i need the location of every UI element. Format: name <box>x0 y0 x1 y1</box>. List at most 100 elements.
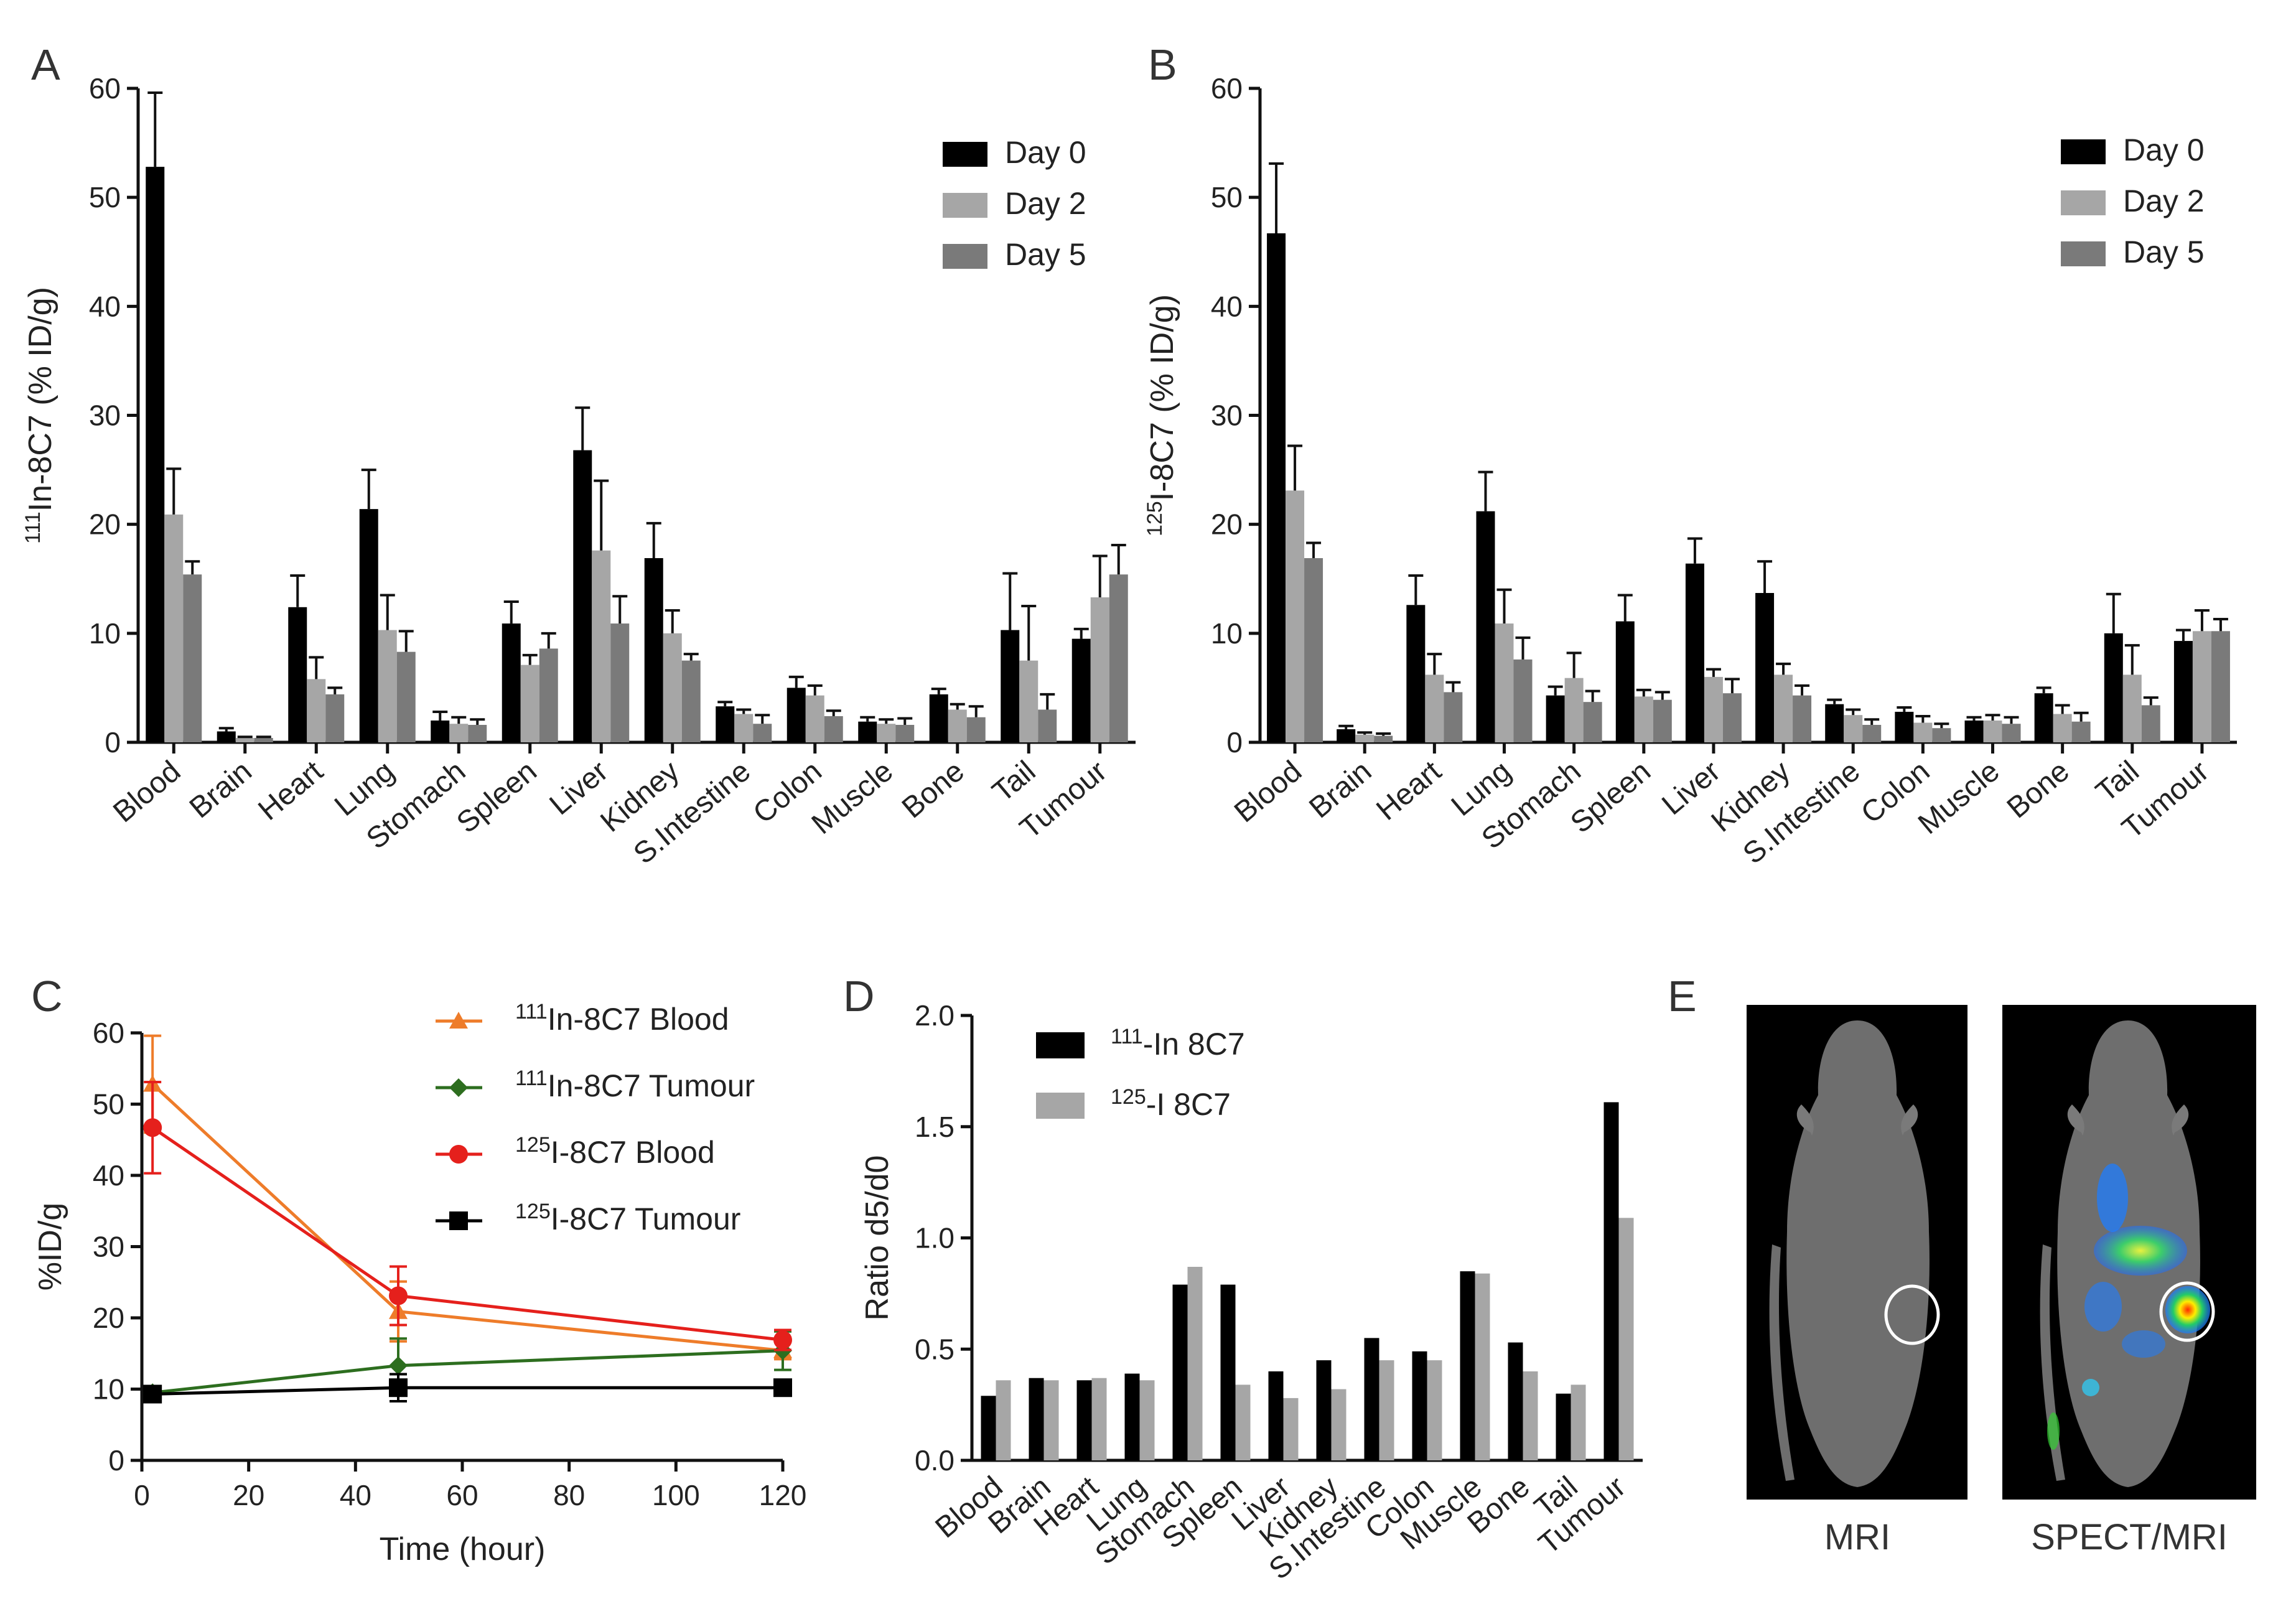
bar-111-in-8c7-bone <box>1508 1342 1523 1460</box>
legend-sup: 125 <box>1111 1085 1146 1109</box>
legend-label-day-0: Day 0 <box>2123 133 2205 167</box>
y-axis-label-sup: 125 <box>1143 501 1167 536</box>
y-tick-label: 1.5 <box>915 1111 954 1143</box>
bar-111-in-8c7-muscle <box>1460 1271 1475 1460</box>
legend-label-125-i-8c7-blood: 125I-8C7 Blood <box>515 1133 715 1170</box>
x-tick-label-brain: Brain <box>184 755 258 825</box>
bar-day-5-liver <box>1722 693 1742 742</box>
legend-text: -In 8C7 <box>1143 1027 1245 1062</box>
legend-swatch-day-0 <box>2061 139 2106 164</box>
bar-day-5-tumour <box>1109 574 1128 742</box>
bar-125-i-8c7-blood <box>996 1380 1011 1460</box>
y-tick-label: 0 <box>108 1444 124 1477</box>
bar-day-0-spleen <box>1615 621 1635 742</box>
legend-text: I-8C7 Tumour <box>551 1202 741 1236</box>
bar-111-in-8c7-tail <box>1556 1393 1571 1460</box>
bar-day-0-tumour <box>2173 641 2193 742</box>
bar-day-0-bone <box>2034 693 2053 742</box>
y-tick-label: 0.5 <box>915 1333 954 1365</box>
point-125-i-8c7-tumour <box>389 1378 408 1398</box>
bar-day-2-kidney <box>663 633 682 742</box>
bar-day-5-spleen <box>539 648 558 742</box>
panel-letter-b: B <box>1148 40 1177 89</box>
legend-label-day-5: Day 5 <box>1005 237 1086 272</box>
x-axis-label: Time (hour) <box>380 1531 546 1567</box>
bar-day-2-spleen <box>1634 696 1653 742</box>
y-tick-label: 10 <box>93 1373 124 1406</box>
bar-125-i-8c7-liver <box>1283 1398 1299 1460</box>
x-tick-label: 100 <box>652 1479 700 1511</box>
x-tick-label-heart: Heart <box>1370 755 1447 827</box>
y-tick-label: 50 <box>89 181 121 213</box>
mouse-tail <box>1769 1244 1795 1481</box>
bar-111-in-8c7-tumour <box>1603 1102 1619 1460</box>
y-axis-label-main: In-8C7 (% ID/g) <box>22 287 58 511</box>
bar-day-0-s-intestine <box>716 706 735 742</box>
y-tick-label: 20 <box>89 508 121 541</box>
x-tick-label: 60 <box>446 1479 478 1511</box>
liver-uptake <box>2094 1226 2187 1276</box>
bar-day-5-muscle <box>895 724 915 742</box>
bar-day-0-s-intestine <box>1825 704 1844 742</box>
y-tick-label: 40 <box>89 290 121 322</box>
y-axis-label: 111In-8C7 (% ID/g) <box>21 287 58 544</box>
bar-day-0-liver <box>1685 563 1704 742</box>
bar-day-0-heart <box>1406 605 1426 742</box>
bar-day-0-brain <box>217 731 236 742</box>
bar-day-2-blood <box>164 514 184 742</box>
y-tick-label: 30 <box>89 399 121 432</box>
bar-day-2-s-intestine <box>1844 715 1863 742</box>
bar-125-i-8c7-brain <box>1043 1380 1059 1460</box>
y-tick-label: 1.0 <box>915 1222 954 1254</box>
legend-label-day-2: Day 2 <box>1005 186 1086 221</box>
legend-marker-111-in-8c7-blood <box>449 1012 468 1029</box>
y-tick-label: 30 <box>93 1231 124 1263</box>
bar-day-0-heart <box>288 607 307 742</box>
series-line-125-i-8c7-tumour <box>152 1386 783 1396</box>
y-tick-label: 60 <box>1211 72 1243 105</box>
x-tick-label-blood: Blood <box>1228 755 1308 829</box>
bar-day-5-heart <box>325 694 345 742</box>
legend-swatch-day-2 <box>943 193 987 218</box>
bar-day-2-tumour <box>2192 631 2211 742</box>
x-tick-label-muscle: Muscle <box>1912 755 2006 841</box>
y-axis-label: Ratio d5/d0 <box>859 1155 895 1321</box>
bar-day-5-stomach <box>1583 702 1602 742</box>
chart-b-biodistribution-125i: 0 10 20 30 40 50 60 125I-8C7 (% ID/g) BloodBrain… <box>1143 72 2237 870</box>
bar-day-2-blood <box>1286 490 1305 742</box>
bar-day-2-heart <box>307 679 326 742</box>
bar-day-0-tumour <box>1071 638 1091 742</box>
bar-day-2-brain <box>1355 734 1375 742</box>
bar-day-5-colon <box>824 716 843 742</box>
x-tick-label-heart: Heart <box>252 755 329 827</box>
legend-swatch-day-0 <box>943 142 987 167</box>
bar-day-2-colon <box>805 695 824 742</box>
legend-sup: 111 <box>515 1000 548 1024</box>
legend-label-day-5: Day 5 <box>2123 235 2205 269</box>
bar-125-i-8c7-bone <box>1523 1371 1538 1460</box>
x-tick-label: 120 <box>759 1479 807 1511</box>
bar-day-5-brain <box>1374 735 1393 742</box>
bar-day-2-tail <box>2122 674 2142 742</box>
bar-day-0-kidney <box>644 558 663 742</box>
bar-day-5-s-intestine <box>1862 724 1882 742</box>
bar-day-2-s-intestine <box>734 714 754 742</box>
bar-125-i-8c7-kidney <box>1331 1389 1347 1460</box>
y-tick-label: 40 <box>93 1159 124 1192</box>
bar-day-5-brain <box>254 737 273 742</box>
legend-sup: 125 <box>515 1200 551 1223</box>
bar-day-2-bone <box>948 709 967 742</box>
bar-111-in-8c7-lung <box>1124 1373 1140 1460</box>
mouse-silhouette <box>1786 1020 1930 1487</box>
bar-111-in-8c7-heart <box>1076 1380 1092 1460</box>
legend-sup: 111 <box>515 1066 548 1090</box>
chart-c-time-course: 0 10 20 30 40 50 60 0 20 40 60 80 100 120 Time (hour)%… <box>32 1000 806 1567</box>
bar-111-in-8c7-liver <box>1268 1371 1284 1460</box>
legend-label-111-in-8c7-blood: 111In-8C7 Blood <box>515 1000 729 1037</box>
point-125-i-8c7-blood <box>389 1286 408 1305</box>
bar-day-0-liver <box>573 450 592 742</box>
bar-day-0-blood <box>146 167 165 742</box>
x-tick-label-muscle: Muscle <box>806 755 900 841</box>
x-tick-label: 80 <box>553 1479 585 1511</box>
y-tick-label: 30 <box>1211 399 1243 432</box>
